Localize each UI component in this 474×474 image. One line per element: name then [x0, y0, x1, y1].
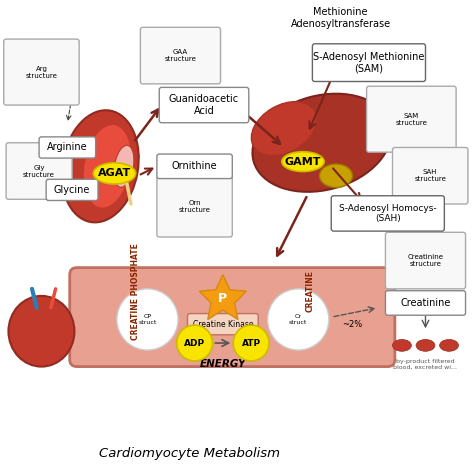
- Ellipse shape: [416, 339, 435, 351]
- FancyBboxPatch shape: [312, 44, 426, 82]
- Text: Methionine
Adenosyltransferase: Methionine Adenosyltransferase: [291, 7, 391, 29]
- FancyBboxPatch shape: [70, 268, 395, 366]
- Text: Creatinine
structure: Creatinine structure: [408, 254, 444, 267]
- Text: ATP: ATP: [242, 338, 261, 347]
- Text: Ornithine: Ornithine: [172, 161, 218, 171]
- Text: Guanidoacetic
Acid: Guanidoacetic Acid: [169, 94, 239, 116]
- Text: CREATINE: CREATINE: [306, 270, 315, 312]
- Text: SAH
structure: SAH structure: [414, 169, 446, 182]
- Text: CREATINE PHOSPHATE: CREATINE PHOSPHATE: [131, 243, 140, 340]
- FancyBboxPatch shape: [6, 143, 72, 199]
- Text: Arginine: Arginine: [47, 143, 88, 153]
- Text: Cardiomyocyte Metabolism: Cardiomyocyte Metabolism: [100, 447, 281, 460]
- Ellipse shape: [253, 94, 391, 192]
- FancyBboxPatch shape: [385, 291, 465, 315]
- FancyBboxPatch shape: [188, 314, 258, 335]
- Text: ADP: ADP: [184, 338, 205, 347]
- FancyBboxPatch shape: [4, 39, 79, 105]
- Text: Gly
structure: Gly structure: [23, 164, 55, 178]
- Ellipse shape: [9, 296, 74, 366]
- Text: ENERGY: ENERGY: [200, 359, 246, 369]
- Ellipse shape: [114, 146, 134, 187]
- Ellipse shape: [319, 164, 353, 188]
- Ellipse shape: [251, 101, 317, 155]
- Text: Orn
structure: Orn structure: [179, 200, 210, 213]
- Ellipse shape: [282, 152, 324, 172]
- Text: S-Adenosyl Methionine
(SAM): S-Adenosyl Methionine (SAM): [313, 52, 425, 73]
- Ellipse shape: [93, 163, 136, 184]
- Text: Creatine Kinase: Creatine Kinase: [192, 319, 253, 328]
- FancyBboxPatch shape: [157, 176, 232, 237]
- Circle shape: [117, 289, 178, 350]
- Polygon shape: [199, 275, 246, 319]
- Circle shape: [233, 325, 269, 361]
- Circle shape: [268, 289, 329, 350]
- Ellipse shape: [439, 339, 458, 351]
- FancyBboxPatch shape: [385, 232, 465, 289]
- Circle shape: [177, 325, 212, 361]
- FancyBboxPatch shape: [46, 179, 98, 201]
- Text: ~2%: ~2%: [342, 319, 363, 328]
- Text: Arg
structure: Arg structure: [26, 65, 57, 79]
- FancyBboxPatch shape: [392, 147, 468, 204]
- FancyBboxPatch shape: [331, 196, 444, 231]
- FancyBboxPatch shape: [39, 137, 96, 158]
- Text: S-Adenosyl Homocys-
(SAH): S-Adenosyl Homocys- (SAH): [339, 204, 437, 223]
- Text: CP
struct: CP struct: [138, 314, 156, 325]
- Ellipse shape: [62, 110, 139, 222]
- Text: by-product filtered
blood, excreted wi...: by-product filtered blood, excreted wi..…: [393, 359, 457, 370]
- Text: Cr
struct: Cr struct: [289, 314, 308, 325]
- FancyBboxPatch shape: [140, 27, 220, 84]
- Ellipse shape: [83, 124, 132, 208]
- FancyBboxPatch shape: [366, 86, 456, 152]
- FancyBboxPatch shape: [159, 87, 249, 123]
- Ellipse shape: [392, 339, 411, 351]
- Text: GAA
structure: GAA structure: [164, 49, 196, 62]
- Text: Creatinine: Creatinine: [401, 298, 451, 308]
- Text: AGAT: AGAT: [98, 168, 131, 178]
- Text: GAMT: GAMT: [285, 156, 321, 166]
- Text: P: P: [219, 292, 228, 305]
- FancyBboxPatch shape: [157, 154, 232, 179]
- Text: SAM
structure: SAM structure: [395, 113, 427, 126]
- Text: Glycine: Glycine: [54, 185, 90, 195]
